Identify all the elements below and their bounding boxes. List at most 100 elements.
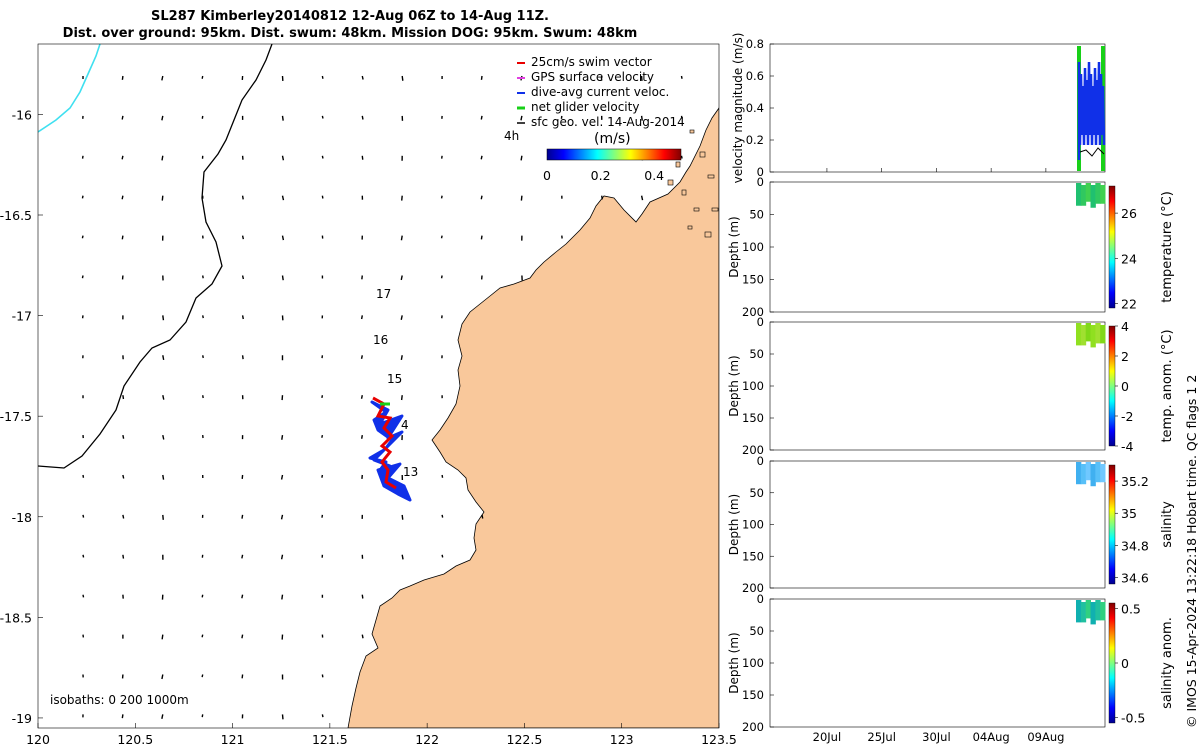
legend-item-sfc-geo-vel: sfc geo. vel. 14-Aug-2014 — [517, 115, 685, 129]
offshore-islands — [667, 129, 719, 238]
map-colorbar-tick-label: 0 — [543, 168, 551, 183]
velocity-vector — [400, 395, 403, 401]
velocity-vector — [201, 75, 204, 79]
map-x-tick-label: 122.5 — [507, 732, 543, 747]
island — [699, 151, 706, 158]
velocity-vector — [520, 155, 523, 161]
velocity-vector — [440, 235, 443, 239]
legend-label-dive-avg: dive-avg current veloc. — [531, 85, 669, 99]
map-x-tick-label: 120.5 — [117, 732, 153, 747]
velocity-vector — [441, 514, 444, 518]
legend-label-sfc-geo-vel: sfc geo. vel. 14-Aug-2014 — [531, 115, 685, 129]
velocity-vector — [680, 75, 683, 79]
map-legend: 25cm/s swim vector GPS surface velocity … — [504, 55, 685, 183]
glider-track — [368, 396, 412, 502]
track-label-16: 16 — [373, 333, 388, 347]
velocity-vector — [401, 75, 404, 81]
legend-label-net-velocity: net glider velocity — [531, 100, 639, 114]
velocity-vector — [241, 315, 244, 320]
map-colorbar — [546, 148, 682, 161]
map-colorbar-tick-label: 0.4 — [644, 168, 664, 183]
island — [711, 207, 719, 212]
velocity-vector — [162, 395, 165, 400]
velocity-vector — [122, 474, 125, 479]
isobaths-label: isobaths: 0 200 1000m — [50, 693, 189, 707]
map-plot-area: 17 16 15 4 13 — [38, 44, 719, 728]
velocity-vector — [280, 474, 284, 480]
velocity-vector — [361, 634, 364, 639]
island — [667, 179, 674, 186]
velocity-vector — [360, 434, 363, 439]
map-x-tick-label: 121 — [221, 732, 245, 747]
velocity-vector — [480, 155, 483, 160]
chart-title: SL287 Kimberley20140812 12-Aug 06Z to 14… — [0, 8, 700, 42]
velocity-vector — [401, 514, 404, 520]
map-y-tick-label: -16.5 — [0, 208, 32, 223]
velocity-vector — [81, 275, 84, 279]
velocity-vector — [640, 115, 643, 121]
legend-item-dive-avg: dive-avg current veloc. — [517, 85, 669, 99]
velocity-vector — [241, 634, 244, 639]
velocity-vector — [121, 155, 124, 160]
map-x-tick-label: 122 — [415, 732, 439, 747]
velocity-vector — [81, 195, 84, 199]
velocity-vector — [241, 554, 244, 559]
velocity-vector — [122, 434, 125, 439]
map-y-ticks: -16 -16.5 -17 -17.5 -18 -18.5 -19 — [0, 107, 43, 726]
velocity-vector — [161, 115, 164, 121]
title-line-1: SL287 Kimberley20140812 12-Aug 06Z to 14… — [151, 9, 549, 24]
velocity-vector — [161, 634, 164, 640]
map-x-ticks: 120 120.5 121 121.5 122 122.5 123 123.5 — [26, 723, 737, 747]
velocity-vector — [400, 355, 403, 360]
velocity-vector — [202, 355, 204, 359]
velocity-vector — [82, 594, 85, 598]
map-y-tick-label: -18.5 — [0, 610, 32, 625]
velocity-vector — [640, 195, 644, 201]
map-y-tick-label: -17 — [12, 309, 32, 324]
velocity-vector — [202, 315, 204, 319]
velocity-vector — [680, 115, 683, 119]
title-line-2: Dist. over ground: 95km. Dist. swum: 48k… — [62, 26, 638, 41]
velocity-vector — [281, 195, 285, 201]
velocity-vector — [82, 554, 85, 558]
velocity-vector — [321, 75, 324, 79]
velocity-vector — [360, 315, 363, 320]
velocity-vector — [480, 235, 483, 240]
velocity-vector — [281, 275, 284, 281]
velocity-vector — [361, 115, 364, 120]
island — [707, 174, 715, 179]
velocity-vector — [82, 514, 85, 518]
island — [681, 189, 687, 196]
velocity-vector — [161, 674, 164, 680]
track-label-4: 4 — [401, 418, 409, 432]
velocity-vector — [122, 554, 125, 559]
velocity-vector — [121, 714, 124, 719]
velocity-vector — [280, 554, 284, 560]
velocity-vector — [161, 155, 164, 161]
velocity-vector — [241, 514, 244, 519]
velocity-vector — [480, 115, 483, 120]
legend-label-gps-velocity: GPS surface velocity — [531, 70, 654, 84]
velocity-vector — [280, 514, 284, 520]
swim-vector-track — [372, 396, 397, 490]
velocity-vector — [281, 434, 284, 440]
isobath-1000m — [38, 44, 273, 469]
velocity-vector — [601, 195, 603, 200]
velocity-vector — [360, 395, 363, 399]
interval-label: 4h — [504, 129, 519, 143]
track-day-labels: 17 16 15 4 13 — [373, 287, 418, 479]
velocity-vector — [241, 594, 244, 599]
velocity-vector — [81, 235, 84, 239]
velocity-vector — [480, 195, 483, 200]
map-y-tick-label: -17.5 — [0, 409, 32, 424]
map-colorbar-label: (m/s) — [594, 131, 631, 147]
velocity-vector — [121, 195, 124, 200]
island — [704, 231, 712, 238]
velocity-vector — [241, 235, 245, 240]
velocity-vector — [161, 75, 164, 81]
velocity-vector — [281, 115, 284, 121]
geostrophic-velocity-vectors — [81, 75, 683, 720]
velocity-vector — [161, 195, 164, 201]
island — [687, 225, 693, 230]
